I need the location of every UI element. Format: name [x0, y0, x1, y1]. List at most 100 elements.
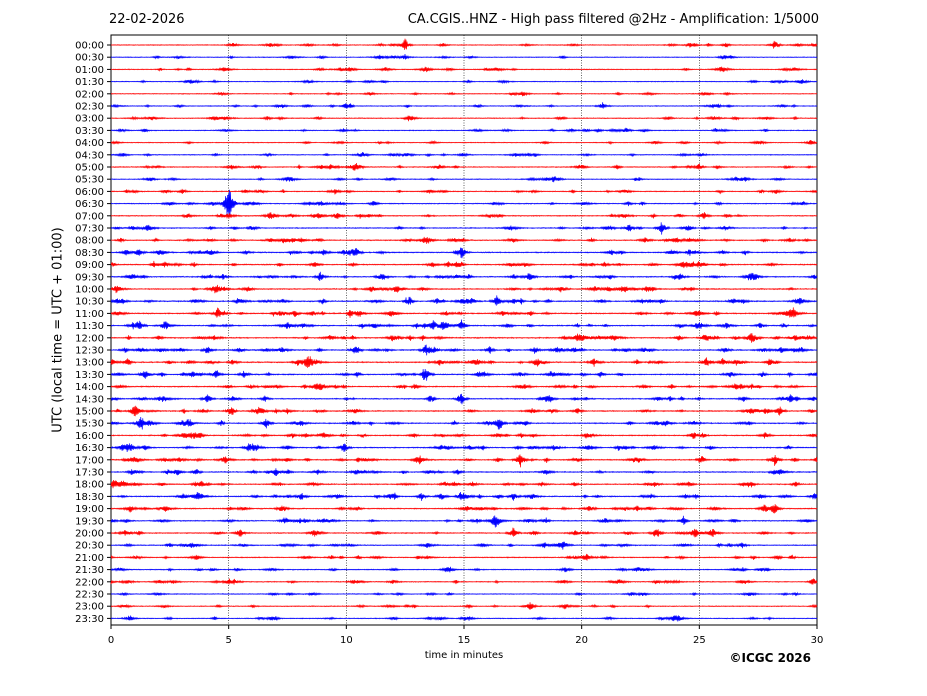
trace-2330 [110, 615, 818, 622]
trace-0230 [110, 102, 818, 109]
trace-0600 [110, 188, 818, 195]
trace-0700 [110, 212, 818, 220]
trace-1530 [110, 417, 818, 430]
y-tick-label: 14:30 [75, 394, 104, 405]
x-tick-label: 0 [108, 635, 114, 646]
y-tick-label: 20:00 [75, 529, 104, 540]
y-tick-label: 13:00 [75, 358, 104, 369]
y-tick-label: 16:30 [75, 443, 104, 454]
trace-0100 [110, 66, 818, 73]
trace-1230 [110, 344, 818, 356]
y-tick-label: 08:00 [75, 236, 104, 247]
trace-1300 [110, 356, 818, 368]
y-tick-label: 18:30 [75, 492, 104, 503]
y-tick-label: 12:30 [75, 346, 104, 357]
trace-1900 [110, 504, 818, 514]
y-tick-label: 14:00 [75, 382, 104, 393]
y-tick-label: 08:30 [75, 248, 104, 259]
trace-1100 [110, 307, 818, 318]
y-tick-label: 19:30 [75, 516, 104, 527]
y-tick-label: 04:30 [75, 150, 104, 161]
y-tick-label: 06:00 [75, 187, 104, 198]
y-tick-label: 13:30 [75, 370, 104, 381]
trace-0330 [110, 127, 818, 133]
y-tick-label: 19:00 [75, 504, 104, 515]
y-tick-label: 07:30 [75, 224, 104, 235]
y-tick-label: 23:00 [75, 602, 104, 613]
trace-0200 [110, 91, 818, 97]
y-tick-label: 18:00 [75, 480, 104, 491]
x-axis-label: time in minutes [424, 650, 504, 661]
trace-1630 [110, 443, 818, 452]
y-tick-label: 23:30 [75, 614, 104, 625]
y-tick-label: 10:30 [75, 297, 104, 308]
trace-0630 [110, 189, 818, 217]
date-label: 22-02-2026 [109, 12, 185, 27]
y-tick-label: 15:30 [75, 419, 104, 430]
x-tick-label: 30 [811, 635, 824, 646]
trace-1800 [110, 480, 818, 489]
y-tick-label: 17:00 [75, 455, 104, 466]
trace-0800 [110, 236, 818, 244]
y-tick-label: 03:30 [75, 126, 104, 137]
trace-0900 [110, 260, 818, 269]
trace-0530 [110, 176, 818, 183]
y-tick-label: 12:00 [75, 333, 104, 344]
y-tick-label: 20:30 [75, 541, 104, 552]
trace-0830 [110, 247, 818, 259]
trace-2100 [110, 553, 818, 561]
y-tick-label: 11:00 [75, 309, 104, 320]
y-tick-label: 05:30 [75, 175, 104, 186]
trace-1500 [110, 405, 818, 417]
x-tick-label: 20 [575, 635, 588, 646]
y-tick-label: 10:00 [75, 285, 104, 296]
y-axis-label: UTC (local time = UTC + 01:00) [50, 227, 66, 433]
trace-0430 [110, 151, 818, 158]
trace-1330 [110, 368, 818, 381]
x-tick-label: 10 [340, 635, 353, 646]
trace-2030 [110, 541, 818, 550]
trace-1600 [110, 432, 818, 439]
trace-1730 [110, 468, 818, 476]
x-tick-label: 25 [693, 635, 706, 646]
trace-0930 [110, 271, 818, 281]
trace-1700 [110, 454, 818, 468]
y-tick-label: 21:30 [75, 565, 104, 576]
y-tick-label: 21:00 [75, 553, 104, 564]
y-tick-label: 00:00 [75, 41, 104, 52]
trace-1430 [110, 393, 818, 405]
y-tick-label: 09:00 [75, 260, 104, 271]
trace-0000 [110, 38, 818, 50]
trace-1130 [110, 319, 818, 330]
chart-title: CA.CGIS..HNZ - High pass filtered @2Hz -… [407, 12, 819, 27]
y-tick-label: 07:00 [75, 211, 104, 222]
copyright-label: ©ICGC 2026 [729, 651, 811, 665]
y-tick-label: 05:00 [75, 163, 104, 174]
y-tick-label: 11:30 [75, 321, 104, 332]
trace-2130 [110, 566, 818, 573]
y-tick-label: 01:00 [75, 65, 104, 76]
y-tick-label: 16:00 [75, 431, 104, 442]
x-tick-label: 5 [225, 635, 231, 646]
trace-2230 [110, 591, 818, 597]
trace-2200 [110, 578, 818, 585]
trace-1400 [110, 383, 818, 391]
trace-0130 [110, 79, 818, 85]
y-tick-label: 17:30 [75, 468, 104, 479]
y-tick-label: 00:30 [75, 53, 104, 64]
y-tick-label: 03:00 [75, 114, 104, 125]
trace-0400 [110, 139, 818, 146]
trace-1200 [110, 333, 818, 343]
trace-0730 [110, 222, 818, 235]
y-tick-label: 15:00 [75, 407, 104, 418]
y-tick-label: 22:00 [75, 577, 104, 588]
y-tick-label: 02:30 [75, 102, 104, 113]
x-tick-label: 15 [458, 635, 471, 646]
trace-1030 [110, 295, 818, 306]
trace-2000 [110, 527, 818, 538]
y-tick-label: 02:00 [75, 89, 104, 100]
y-tick-label: 22:30 [75, 590, 104, 601]
trace-2300 [110, 602, 818, 610]
y-tick-label: 06:30 [75, 199, 104, 210]
